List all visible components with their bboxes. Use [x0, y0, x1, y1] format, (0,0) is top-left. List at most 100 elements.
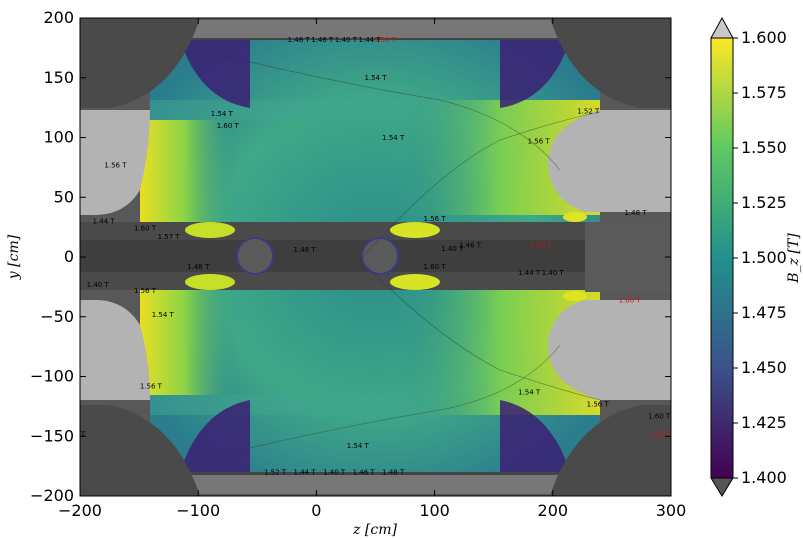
magnet-right	[361, 237, 399, 275]
colorbar: 1.400 1.425 1.450 1.475 1.500 1.525 1.550 1.575…	[710, 16, 802, 497]
y-axis: −200 −150 −100 −50 0 50 100 150 200	[30, 8, 671, 505]
contour-label: 1.54 T	[347, 442, 370, 450]
x-axis-label: z [cm]	[352, 522, 397, 538]
contour-label: 1.40 T	[542, 269, 565, 277]
y-tick-label: −50	[40, 307, 74, 326]
left-lower-plug	[80, 300, 150, 400]
contour-label: 1.52 T	[577, 108, 600, 116]
contour-label: 1.48 T	[187, 263, 210, 271]
contour-label: 1.60 T	[217, 122, 240, 130]
contour-label: 1.52 T	[264, 468, 287, 476]
contour-label: 1.60 T	[424, 263, 447, 271]
colorbar-ticks: 1.400 1.425 1.450 1.475 1.500 1.525 1.550 1.575…	[733, 28, 787, 487]
x-tick-label: 300	[656, 501, 687, 520]
y-tick-label: 50	[54, 187, 74, 206]
colorbar-tick-label: 1.425	[741, 413, 787, 432]
contour-label: 1.56 T	[134, 287, 157, 295]
contour-label: 1.50 T	[648, 430, 671, 438]
y-axis-label: y [cm]	[6, 234, 22, 280]
contour-label: 1.46 T	[353, 468, 376, 476]
contour-label: 1.56 T	[140, 382, 163, 390]
contour-line-2	[199, 344, 561, 461]
field-region-upper-right	[400, 100, 600, 215]
field-edge-top-right	[500, 40, 570, 108]
lobe-right-upper	[563, 212, 587, 222]
colorbar-over-extension	[710, 16, 734, 39]
lobe-mid-lower	[390, 274, 440, 290]
contour-label: 1.56 T	[104, 161, 127, 169]
colorbar-tick-label: 1.575	[741, 83, 787, 102]
colorbar-tick-label: 1.475	[741, 303, 787, 322]
contour-label: 1.60 T	[134, 225, 157, 233]
contour-label: 1.44 T	[359, 36, 382, 44]
contour-label: 1.46 T	[459, 241, 482, 249]
right-lower-block	[550, 405, 671, 496]
contour-line-1	[199, 49, 561, 171]
colorbar-under-extension	[710, 477, 734, 497]
field-edge-bottom-left	[180, 400, 250, 472]
right-upper-block	[550, 18, 671, 108]
right-endcap	[585, 222, 671, 292]
x-tick-label: 100	[419, 501, 450, 520]
colorbar-label: B_z [T]	[786, 233, 802, 284]
x-tick-label: 0	[311, 501, 321, 520]
lobe-left-lower	[185, 274, 235, 290]
contour-label: 1.44 T	[93, 218, 116, 226]
colorbar-tick-label: 1.550	[741, 138, 787, 157]
contour-label: 1.54 T	[152, 311, 175, 319]
contour-label: 1.50 T	[530, 241, 553, 249]
plot-area: 1.48 T 1.46 T 1.40 T 1.44 T1.50 T1.54 T1.54…	[80, 18, 671, 496]
colorbar-tick-label: 1.500	[741, 248, 787, 267]
y-tick-label: 150	[43, 68, 74, 87]
contour-label: 1.40 T	[335, 36, 358, 44]
contour-label: 1.46 T	[311, 36, 334, 44]
y-tick-label: −200	[30, 486, 74, 505]
contour-label: 1.54 T	[518, 388, 541, 396]
contour-label: 1.40 T	[87, 281, 110, 289]
contour-label: 1.48 T	[382, 468, 405, 476]
contour-label: 1.56 T	[528, 137, 551, 145]
lobe-mid-upper	[390, 222, 440, 238]
x-tick-label: −200	[58, 501, 102, 520]
field-region-lower-right	[400, 290, 600, 415]
y-tick-label: 0	[64, 247, 74, 266]
colorbar-gradient	[710, 37, 734, 479]
contour-label: 1.56 T	[587, 400, 610, 408]
y-tick-label: 200	[43, 8, 74, 27]
x-tick-label: 200	[538, 501, 569, 520]
field-region-upper-left	[140, 120, 240, 230]
contour-line-3	[359, 111, 601, 261]
contour-label: 1.60 T	[619, 296, 642, 304]
right-upper-plug	[548, 110, 671, 212]
contour-line-4	[359, 259, 601, 401]
left-upper-block	[80, 18, 200, 108]
colorbar-tick-label: 1.525	[741, 193, 787, 212]
field-edge-top-left	[180, 40, 250, 108]
colorbar-tick-label: 1.600	[741, 28, 787, 47]
field-region-lower-left	[140, 290, 240, 395]
contour-label: 1.54 T	[211, 110, 234, 118]
contour-label: 1.44 T	[294, 468, 317, 476]
left-lower-block	[80, 405, 200, 496]
y-tick-label: 100	[43, 128, 74, 147]
contour-label: 1.50 T	[374, 36, 397, 44]
x-axis: −200 −100 0 100 200 300	[58, 18, 686, 520]
field-edge-bottom-right	[500, 400, 570, 472]
contour-labels: 1.48 T 1.46 T 1.40 T 1.44 T1.50 T1.54 T1.54…	[80, 36, 671, 477]
contour-label: 1.40 T	[323, 468, 346, 476]
left-upper-plug	[80, 110, 150, 215]
lobe-right-lower	[563, 291, 587, 301]
magnet-left	[236, 237, 274, 275]
y-tick-label: −150	[30, 426, 74, 445]
colorbar-tick-label: 1.450	[741, 358, 787, 377]
contour-label: 1.57 T	[158, 233, 181, 241]
y-tick-label: −100	[30, 367, 74, 386]
contour-label: 1.40 T	[441, 245, 464, 253]
lobe-left-upper	[185, 222, 235, 238]
contour-label: 1.48 T	[624, 209, 647, 217]
colorbar-tick-label: 1.400	[741, 468, 787, 487]
contour-label: 1.48 T	[288, 36, 311, 44]
contour-label: 1.60 T	[648, 412, 671, 420]
contour-label: 1.56 T	[424, 215, 447, 223]
